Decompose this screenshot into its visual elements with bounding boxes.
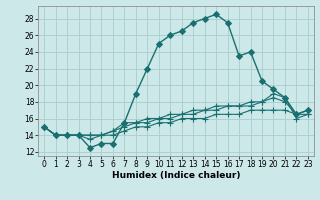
X-axis label: Humidex (Indice chaleur): Humidex (Indice chaleur) [112, 171, 240, 180]
